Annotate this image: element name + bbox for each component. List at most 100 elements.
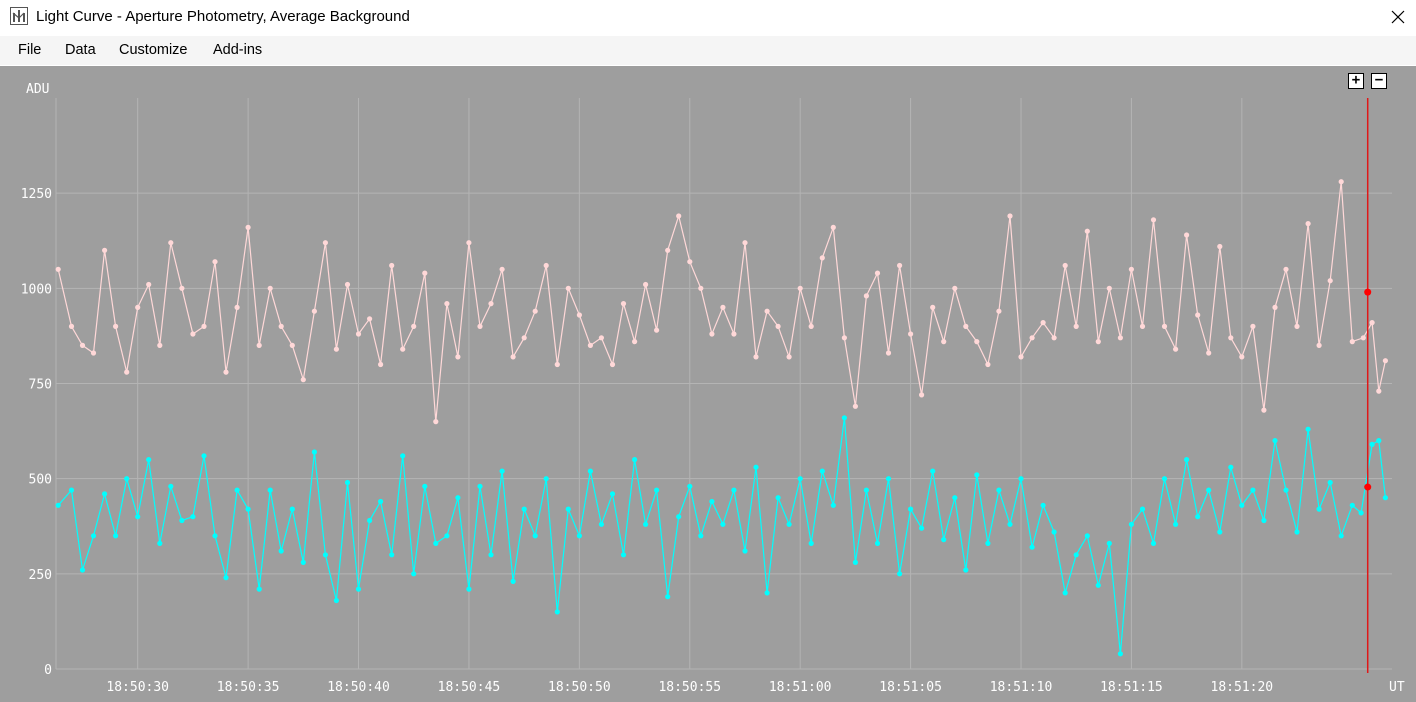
data-point bbox=[1084, 228, 1090, 234]
data-point bbox=[521, 506, 527, 512]
data-point bbox=[543, 262, 549, 269]
data-point bbox=[1250, 487, 1256, 493]
zoom-in-button[interactable]: + bbox=[1348, 73, 1364, 89]
data-point bbox=[930, 304, 936, 310]
data-point bbox=[1084, 533, 1090, 539]
x-tick-label: 18:51:15 bbox=[1100, 680, 1163, 695]
close-button[interactable] bbox=[1380, 2, 1416, 32]
menu-bar: File Data Customize Add-ins bbox=[0, 36, 1416, 65]
data-point bbox=[201, 323, 207, 329]
data-point bbox=[113, 323, 119, 329]
window-title: Light Curve - Aperture Photometry, Avera… bbox=[36, 8, 410, 25]
data-point bbox=[554, 609, 560, 615]
menu-add-ins[interactable]: Add-ins bbox=[213, 42, 263, 58]
x-tick-label: 18:50:50 bbox=[548, 680, 611, 695]
data-point bbox=[985, 540, 991, 546]
data-point bbox=[1349, 502, 1355, 508]
data-point bbox=[124, 369, 130, 375]
menu-data[interactable]: Data bbox=[65, 42, 96, 58]
x-tick-label: 18:51:05 bbox=[879, 680, 942, 695]
data-point bbox=[554, 361, 560, 368]
data-point bbox=[786, 521, 792, 527]
data-point bbox=[355, 331, 362, 337]
data-point bbox=[1369, 441, 1375, 447]
data-point bbox=[201, 453, 207, 459]
data-point bbox=[908, 331, 914, 337]
data-point bbox=[808, 323, 814, 329]
data-point bbox=[499, 266, 505, 272]
data-point bbox=[157, 540, 163, 546]
data-point bbox=[278, 548, 284, 554]
data-point bbox=[786, 354, 792, 360]
data-point bbox=[1358, 510, 1364, 516]
data-point bbox=[753, 464, 759, 470]
data-point bbox=[146, 457, 152, 463]
cursor-group[interactable] bbox=[1364, 98, 1372, 673]
data-point bbox=[852, 403, 859, 409]
data-point bbox=[1161, 323, 1168, 329]
y-tick-label: 750 bbox=[29, 378, 52, 393]
data-point bbox=[565, 285, 571, 291]
data-point bbox=[1007, 213, 1013, 219]
data-point bbox=[1073, 552, 1079, 558]
data-point bbox=[885, 350, 892, 356]
data-point bbox=[1062, 262, 1068, 269]
data-point bbox=[1261, 407, 1267, 413]
data-point bbox=[1283, 266, 1289, 272]
menu-customize[interactable]: Customize bbox=[119, 42, 188, 58]
data-point bbox=[190, 514, 196, 520]
data-point bbox=[1029, 544, 1035, 550]
data-point bbox=[720, 304, 726, 310]
data-point bbox=[952, 285, 958, 291]
data-point bbox=[378, 361, 384, 368]
y-tick-label: 1250 bbox=[21, 187, 52, 202]
x-tick-labels: 18:50:30 18:50:35 18:50:40 18:50:45 18:50:50… bbox=[106, 680, 1273, 695]
data-point bbox=[289, 506, 295, 512]
data-point bbox=[433, 540, 439, 546]
data-point bbox=[367, 517, 373, 524]
data-point bbox=[885, 476, 892, 482]
x-tick-label: 18:50:30 bbox=[106, 680, 169, 695]
data-point bbox=[422, 483, 428, 489]
target-star-series bbox=[55, 179, 1388, 425]
menu-file[interactable]: File bbox=[18, 42, 42, 58]
data-point bbox=[576, 533, 583, 539]
data-point bbox=[510, 578, 516, 585]
data-point bbox=[212, 533, 218, 539]
data-point bbox=[532, 308, 538, 314]
data-point bbox=[102, 491, 108, 497]
data-point bbox=[742, 548, 748, 554]
zoom-out-button[interactable]: − bbox=[1371, 73, 1387, 89]
data-point bbox=[179, 517, 185, 524]
data-point bbox=[963, 323, 969, 329]
data-point bbox=[344, 281, 351, 288]
data-point bbox=[841, 335, 848, 341]
data-point bbox=[731, 331, 737, 337]
data-point bbox=[598, 521, 605, 527]
data-point bbox=[1250, 323, 1256, 329]
data-point bbox=[587, 342, 594, 348]
data-point bbox=[444, 533, 450, 539]
data-point bbox=[179, 285, 185, 291]
data-point bbox=[1272, 438, 1278, 444]
light-curve-plot[interactable]: 0 250 500 750 1000 1250 18:50:30 18:50:35 18:50… bbox=[0, 66, 1416, 702]
data-point bbox=[919, 392, 925, 398]
data-point bbox=[322, 552, 328, 558]
data-point bbox=[1327, 278, 1333, 284]
x-tick-label: 18:50:55 bbox=[658, 680, 721, 695]
x-tick-label: 18:51:20 bbox=[1211, 680, 1274, 695]
y-tick-label: 500 bbox=[29, 473, 52, 488]
data-point bbox=[632, 457, 638, 463]
data-point bbox=[1018, 354, 1024, 360]
data-point bbox=[565, 506, 571, 512]
data-point bbox=[1261, 517, 1267, 524]
data-point bbox=[1376, 388, 1382, 394]
data-point bbox=[587, 468, 594, 474]
x-tick-label: 18:51:10 bbox=[990, 680, 1053, 695]
x-tick-label: 18:51:00 bbox=[769, 680, 832, 695]
data-point bbox=[1382, 495, 1388, 501]
data-point bbox=[808, 540, 814, 546]
data-point bbox=[731, 487, 737, 493]
data-point bbox=[378, 498, 384, 505]
